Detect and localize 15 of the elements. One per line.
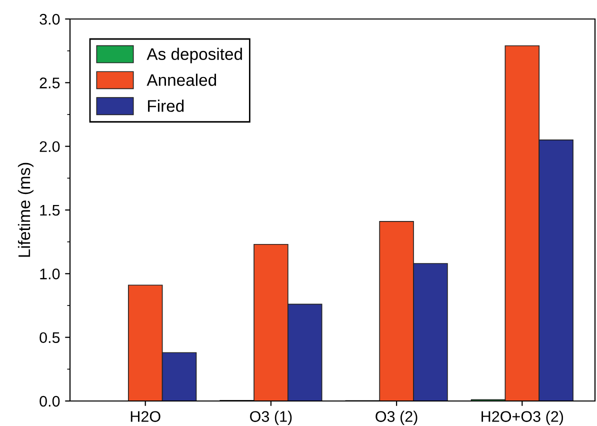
x-tick-label: O3 (2): [376, 410, 418, 425]
legend-label: Fired: [148, 100, 184, 112]
y-tick-label: 0.0: [40, 396, 60, 407]
y-tick-label: 1.5: [40, 205, 60, 216]
x-tick-label: H2O+O3 (2): [482, 410, 564, 425]
y-tick-label: 1.0: [40, 268, 60, 280]
y-tick-label: 3.0: [40, 14, 60, 25]
y-tick-label: 2.5: [40, 78, 60, 88]
legend-label: As deposited: [146, 48, 242, 64]
y-axis-title: Lifetime (ms): [18, 162, 34, 257]
y-tick-label: 2.0: [40, 141, 60, 152]
legend-label: Annealed: [146, 74, 216, 86]
x-tick-label: H2O: [130, 411, 160, 422]
x-tick-label: O3 (1): [250, 410, 292, 425]
y-tick-label: 0.5: [40, 332, 60, 344]
